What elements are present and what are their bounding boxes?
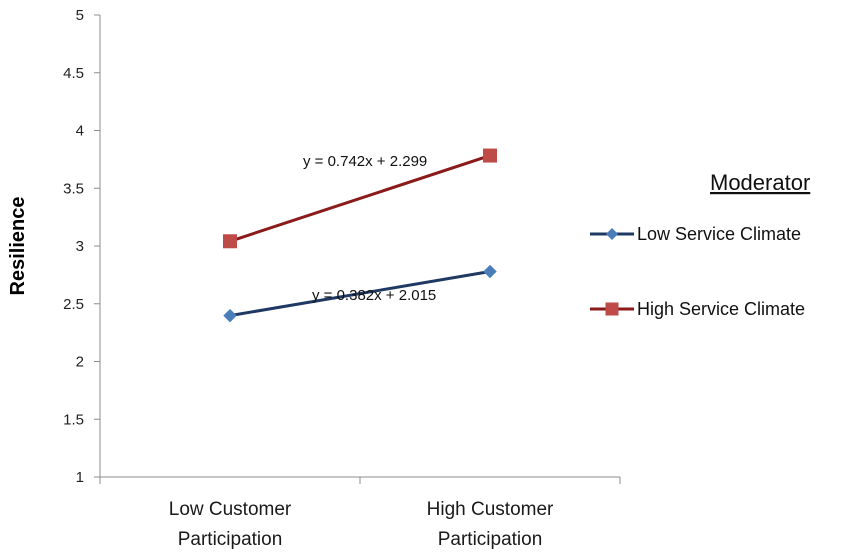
legend: Moderator Low Service Climate High Servic… bbox=[590, 170, 810, 319]
data-point-diamond bbox=[223, 308, 237, 323]
legend-marker-diamond bbox=[606, 228, 618, 240]
x-category-label: Participation bbox=[438, 529, 543, 550]
trendline-equation: y = 0.742x + 2.299 bbox=[303, 153, 427, 170]
legend-title: Moderator bbox=[710, 170, 810, 195]
data-point-square bbox=[483, 148, 497, 163]
legend-item: Low Service Climate bbox=[590, 224, 801, 244]
y-tick-label: 1 bbox=[76, 469, 84, 486]
series-line bbox=[229, 270, 491, 318]
y-tick-label: 2.5 bbox=[63, 296, 84, 313]
y-tick-label: 5 bbox=[76, 7, 84, 24]
series-line bbox=[229, 154, 491, 243]
legend-item: High Service Climate bbox=[590, 299, 805, 319]
legend-label: High Service Climate bbox=[637, 299, 805, 319]
y-tick-label: 2 bbox=[76, 354, 84, 371]
legend-marker-square bbox=[605, 302, 619, 316]
y-tick-label: 4 bbox=[76, 123, 84, 140]
axes bbox=[99, 15, 620, 478]
y-tick-label: 1.5 bbox=[63, 411, 84, 428]
y-tick-label: 3.5 bbox=[63, 180, 84, 197]
series-0 bbox=[223, 264, 497, 323]
legend-label: Low Service Climate bbox=[637, 224, 801, 244]
y-axis-title: Resilience bbox=[7, 197, 29, 296]
y-tick-label: 4.5 bbox=[63, 65, 84, 82]
y-axis-ticks: 1 1.5 2 2.5 3 3.5 4 4.5 5 bbox=[63, 7, 100, 486]
y-tick-label: 3 bbox=[76, 238, 84, 255]
x-category-label: Low Customer bbox=[169, 499, 292, 520]
trendline-equations: y = 0.382x + 2.015 y = 0.742x + 2.299 bbox=[303, 153, 436, 304]
x-axis-categories: Low Customer Participation High Customer Pa… bbox=[99, 477, 621, 550]
data-point-diamond bbox=[483, 264, 497, 279]
data-point-square bbox=[223, 234, 237, 249]
x-category-label: High Customer bbox=[427, 499, 554, 520]
series-1 bbox=[223, 148, 497, 249]
trendline-equation: y = 0.382x + 2.015 bbox=[312, 287, 436, 304]
x-category-label: Participation bbox=[178, 529, 283, 550]
series-group bbox=[223, 148, 497, 323]
